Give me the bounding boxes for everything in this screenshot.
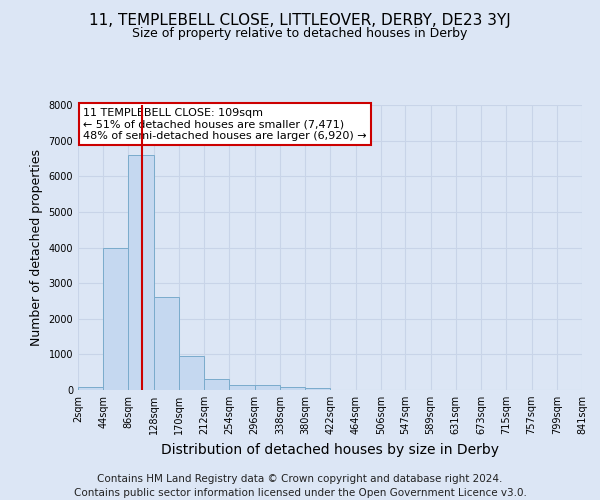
Text: 11, TEMPLEBELL CLOSE, LITTLEOVER, DERBY, DE23 3YJ: 11, TEMPLEBELL CLOSE, LITTLEOVER, DERBY,… <box>89 12 511 28</box>
Bar <box>254 386 280 390</box>
Bar <box>179 356 204 390</box>
X-axis label: Distribution of detached houses by size in Derby: Distribution of detached houses by size … <box>161 442 499 456</box>
Text: 11 TEMPLEBELL CLOSE: 109sqm
← 51% of detached houses are smaller (7,471)
48% of : 11 TEMPLEBELL CLOSE: 109sqm ← 51% of det… <box>83 108 367 141</box>
Bar <box>154 298 179 390</box>
Bar <box>128 155 154 390</box>
Text: Size of property relative to detached houses in Derby: Size of property relative to detached ho… <box>133 28 467 40</box>
Bar <box>280 387 305 390</box>
Bar <box>229 386 254 390</box>
Bar <box>204 380 229 390</box>
Text: Contains HM Land Registry data © Crown copyright and database right 2024.
Contai: Contains HM Land Registry data © Crown c… <box>74 474 526 498</box>
Y-axis label: Number of detached properties: Number of detached properties <box>30 149 43 346</box>
Bar <box>103 248 128 390</box>
Bar <box>78 387 103 390</box>
Bar <box>305 388 331 390</box>
